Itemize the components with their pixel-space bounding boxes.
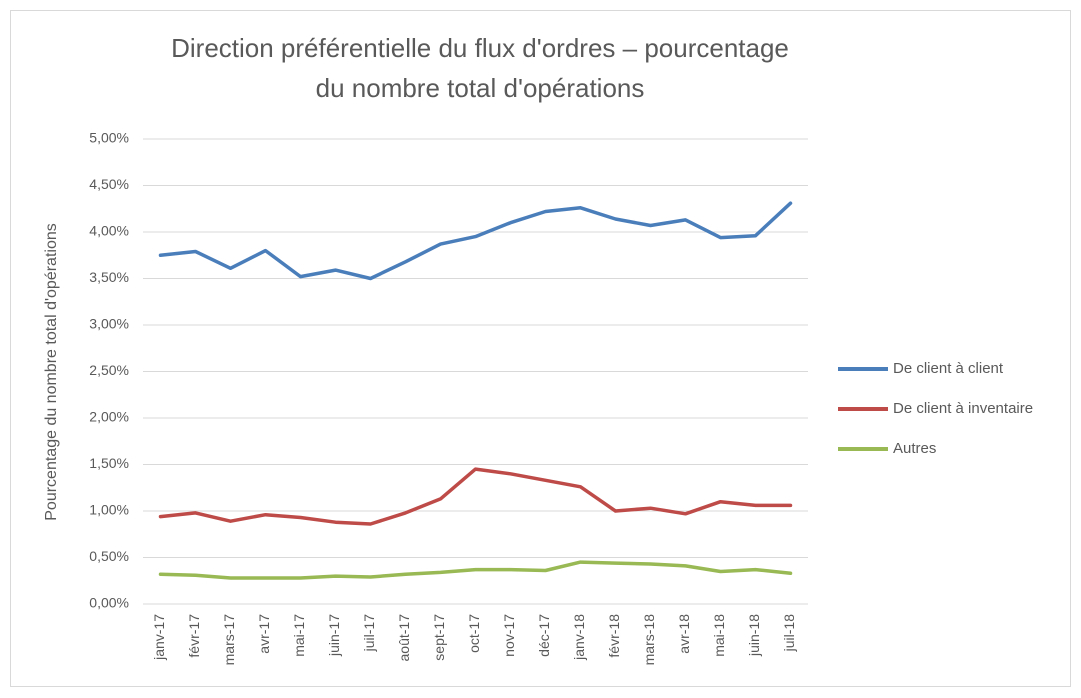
y-axis-label: Pourcentage du nombre total d'opérations <box>43 223 60 520</box>
x-tick-label: janv-17 <box>151 614 167 661</box>
data-line <box>158 201 793 281</box>
x-tick-label: avr-18 <box>676 614 692 654</box>
x-tick-label: mai-18 <box>711 614 727 657</box>
y-tick-label: 4,00% <box>89 223 129 239</box>
x-tick-label: avr-17 <box>256 614 272 654</box>
y-tick-label: 3,50% <box>89 269 129 285</box>
x-tick-label: nov-17 <box>501 614 517 657</box>
y-tick-label: 4,50% <box>89 176 129 192</box>
y-tick-label: 5,00% <box>89 130 129 146</box>
data-line <box>158 467 793 526</box>
y-tick-label: 1,00% <box>89 502 129 518</box>
y-tick-label: 1,50% <box>89 455 129 471</box>
y-tick-label: 0,50% <box>89 548 129 564</box>
chart-border <box>10 10 1071 687</box>
x-tick-label: juil-18 <box>781 614 797 653</box>
legend-label: De client à inventaire <box>893 400 1033 417</box>
x-tick-label: févr-17 <box>186 614 202 658</box>
x-tick-label: août-17 <box>396 614 412 662</box>
y-tick-label: 2,00% <box>89 409 129 425</box>
chart-title: Direction préférentielle du flux d'ordre… <box>171 33 789 103</box>
y-tick-label: 3,00% <box>89 316 129 332</box>
data-line <box>158 560 793 580</box>
legend-label: De client à client <box>893 360 1004 377</box>
x-tick-label: juil-17 <box>361 614 377 653</box>
x-tick-label: mars-18 <box>641 614 657 666</box>
x-tick-label: févr-18 <box>606 614 622 658</box>
x-tick-label: mai-17 <box>291 614 307 657</box>
x-tick-label: déc-17 <box>536 614 552 657</box>
y-tick-label: 0,00% <box>89 595 129 611</box>
legend-label: Autres <box>893 440 936 457</box>
x-tick-label: mars-17 <box>221 614 237 666</box>
x-tick-label: juin-18 <box>746 614 762 657</box>
x-tick-label: juin-17 <box>326 614 342 657</box>
x-tick-label: sept-17 <box>431 614 447 661</box>
y-tick-label: 2,50% <box>89 362 129 378</box>
x-tick-label: janv-18 <box>571 614 587 661</box>
x-tick-label: oct-17 <box>466 614 482 653</box>
